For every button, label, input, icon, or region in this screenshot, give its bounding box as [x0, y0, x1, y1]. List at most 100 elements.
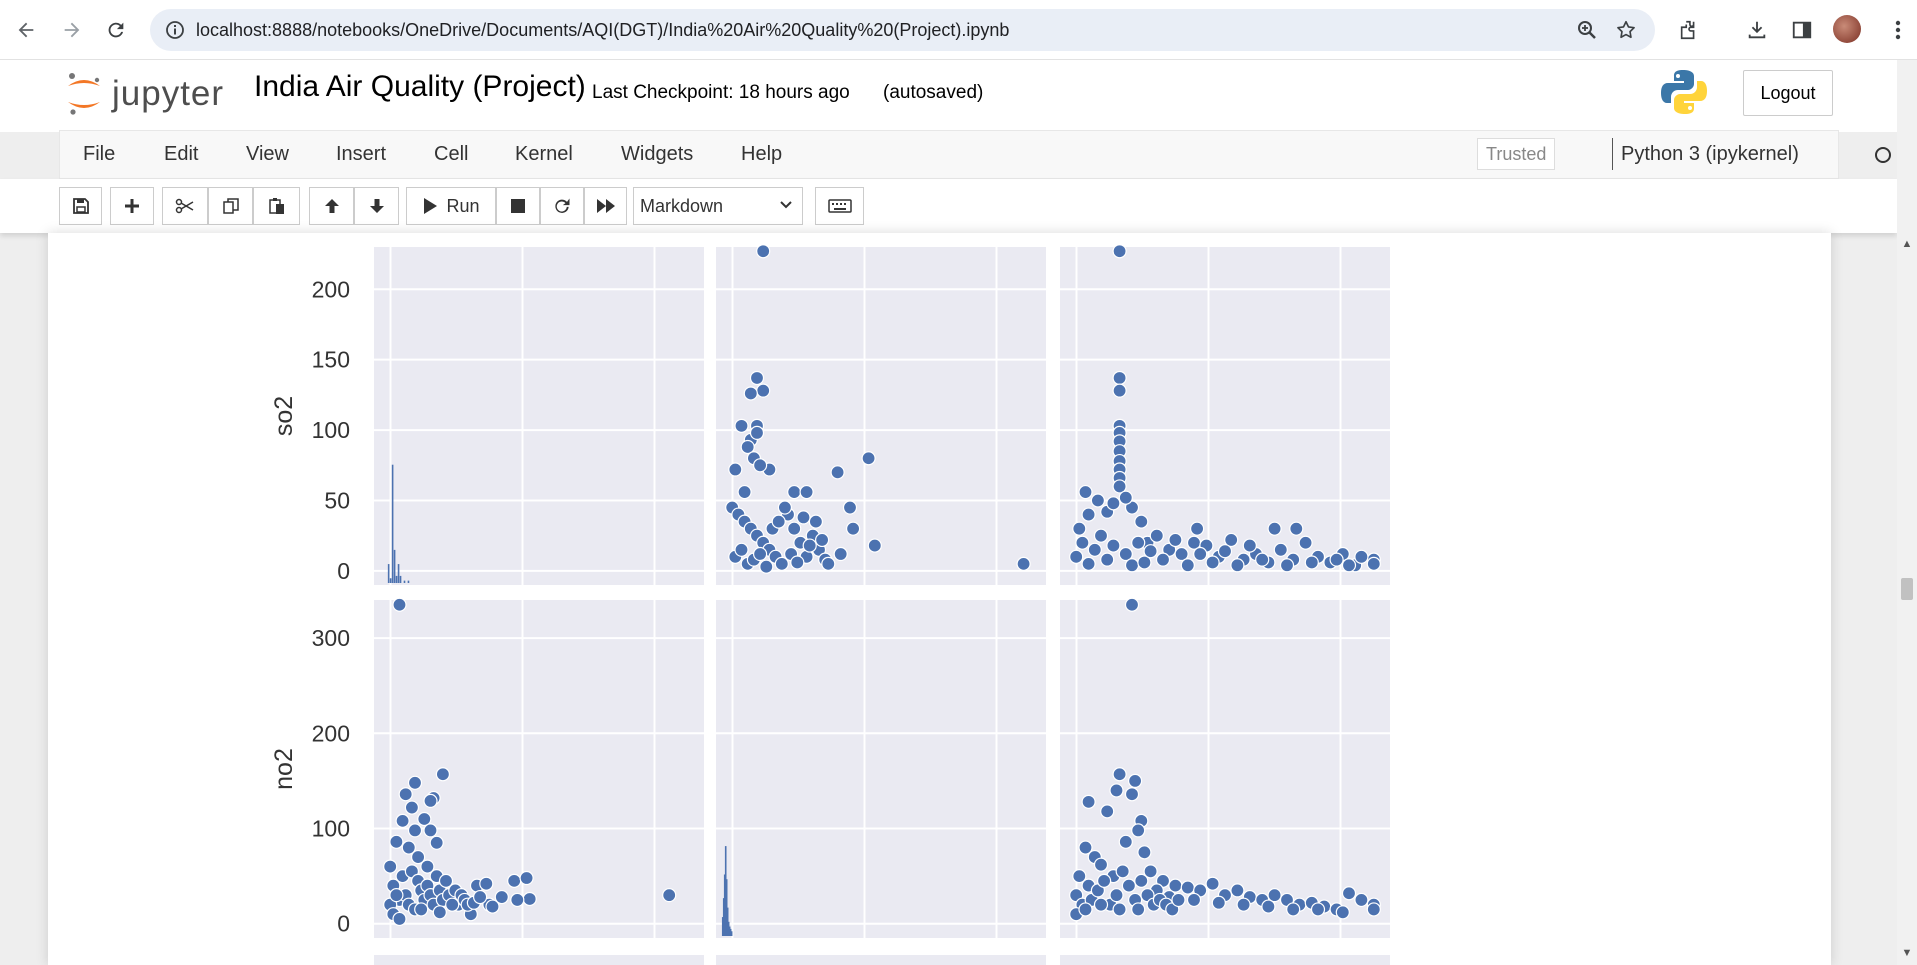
- kernel-name[interactable]: Python 3 (ipykernel): [1621, 143, 1799, 165]
- scatter-point: [1149, 528, 1164, 543]
- scatter-point: [1279, 558, 1295, 573]
- scatter-point: [485, 899, 500, 914]
- bookmark-star-icon[interactable]: [1613, 17, 1639, 43]
- fast-forward-icon: [596, 199, 615, 213]
- scatter-point: [1081, 556, 1096, 571]
- page-scrollbar[interactable]: ▲ ▼: [1897, 60, 1917, 965]
- scatter-point: [833, 546, 848, 562]
- histogram-bar: [391, 464, 394, 583]
- scatter-point: [1341, 886, 1357, 901]
- trusted-indicator[interactable]: Trusted: [1477, 138, 1556, 170]
- restart-button[interactable]: [540, 187, 584, 225]
- forward-icon[interactable]: [54, 12, 90, 48]
- menu-insert[interactable]: Insert: [336, 143, 387, 165]
- scatter-point: [814, 532, 830, 548]
- scatter-point: [401, 840, 416, 855]
- scatter-point: [771, 514, 786, 529]
- menu-widgets[interactable]: Widgets: [621, 143, 694, 165]
- scatter-point: [734, 542, 749, 557]
- zoom-icon[interactable]: [1574, 17, 1600, 43]
- scatter-point: [796, 510, 811, 525]
- profile-avatar[interactable]: [1833, 15, 1861, 43]
- command-palette-button[interactable]: [815, 187, 864, 225]
- url-text: localhost:8888/notebooks/OneDrive/Docume…: [196, 20, 1010, 40]
- scatter-point: [787, 484, 802, 500]
- scatter-point: [756, 383, 771, 398]
- logout-button[interactable]: Logout: [1743, 70, 1833, 116]
- insert-cell-button[interactable]: [110, 187, 154, 225]
- scatter-point: [1078, 840, 1093, 855]
- scroll-down-icon[interactable]: ▼: [1901, 947, 1913, 959]
- ytick-label: 0: [337, 558, 350, 584]
- scatter-point: [728, 462, 743, 477]
- scatter-point: [1112, 902, 1127, 917]
- scatter-point: [445, 897, 460, 912]
- menu-edit[interactable]: Edit: [164, 143, 199, 165]
- scatter-point: [1069, 549, 1084, 564]
- download-icon[interactable]: [1740, 13, 1774, 47]
- scatter-point: [1310, 902, 1326, 917]
- scatter-point: [1134, 873, 1149, 888]
- scatter-point: [1335, 905, 1350, 920]
- cell-type-select[interactable]: Markdown: [633, 187, 803, 225]
- scatter-point: [759, 559, 774, 574]
- menu-file[interactable]: File: [83, 143, 116, 165]
- scatter-point: [743, 386, 758, 401]
- histogram-bar: [722, 898, 725, 936]
- scatter-point: [1093, 857, 1109, 872]
- more-menu-icon[interactable]: [1881, 13, 1915, 47]
- jupyter-logo[interactable]: jupyter: [64, 70, 224, 118]
- scatter-point: [1341, 558, 1357, 573]
- cut-button[interactable]: [162, 187, 208, 225]
- menu-kernel[interactable]: Kernel: [515, 143, 573, 165]
- scatter-point: [417, 811, 432, 827]
- scatter-point: [787, 521, 802, 536]
- address-bar[interactable]: localhost:8888/notebooks/OneDrive/Docume…: [150, 9, 1655, 51]
- restart-run-all-button[interactable]: [584, 187, 627, 225]
- paste-button[interactable]: [253, 187, 300, 225]
- jupyter-logo-text: jupyter: [112, 74, 225, 113]
- scatter-point: [1016, 556, 1031, 571]
- move-up-button[interactable]: [309, 187, 354, 225]
- scroll-thumb[interactable]: [1901, 578, 1913, 600]
- scatter-point: [411, 849, 426, 865]
- scatter-point: [799, 484, 814, 500]
- side-panel-icon[interactable]: [1785, 13, 1819, 47]
- scatter-point: [1354, 892, 1369, 908]
- scatter-point: [749, 425, 765, 440]
- notebook-title[interactable]: India Air Quality (Project): [254, 70, 586, 103]
- histogram-bar: [730, 931, 733, 936]
- site-info-icon[interactable]: [162, 17, 188, 43]
- histogram-bar: [728, 926, 731, 936]
- scatter-point: [1174, 546, 1189, 562]
- ytick-label: 0: [337, 911, 350, 937]
- extensions-icon[interactable]: [1672, 13, 1706, 47]
- paste-icon: [268, 198, 284, 214]
- interrupt-button[interactable]: [496, 187, 540, 225]
- scatter-point: [1093, 897, 1109, 912]
- ytick-label: 50: [324, 488, 350, 514]
- scatter-point: [777, 500, 793, 515]
- histogram-bar: [721, 917, 724, 936]
- menu-view[interactable]: View: [246, 143, 289, 165]
- histogram-bar: [397, 564, 400, 583]
- scatter-point: [389, 888, 404, 903]
- back-icon[interactable]: [8, 12, 44, 48]
- save-button[interactable]: [59, 187, 102, 225]
- scatter-point: [1211, 895, 1226, 910]
- move-down-button[interactable]: [354, 187, 399, 225]
- scatter-point: [1072, 869, 1087, 884]
- menu-help[interactable]: Help: [741, 143, 783, 165]
- scatter-point: [1137, 845, 1152, 860]
- menubar: File Edit View Insert Cell Kernel Widget…: [59, 130, 1891, 179]
- scatter-point: [808, 514, 824, 529]
- ytick-label: 100: [312, 417, 350, 443]
- scroll-up-icon[interactable]: ▲: [1901, 238, 1913, 250]
- menu-cell[interactable]: Cell: [434, 143, 469, 165]
- copy-button[interactable]: [208, 187, 253, 225]
- run-button[interactable]: Run: [406, 187, 496, 225]
- scatter-point: [1143, 544, 1158, 559]
- histogram-bar: [729, 928, 732, 936]
- reload-icon[interactable]: [98, 12, 134, 48]
- scatter-point: [867, 538, 882, 553]
